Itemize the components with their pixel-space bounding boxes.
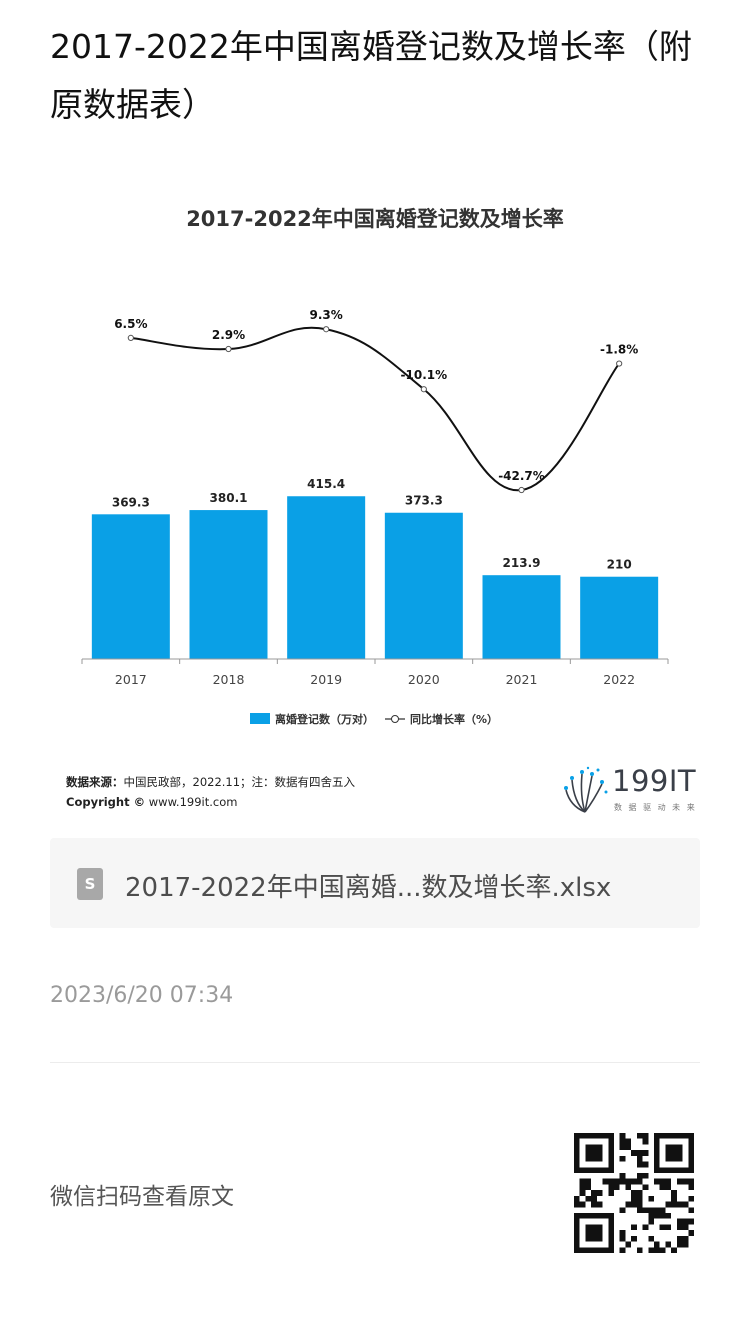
bar-label-2017: 369.3 — [112, 495, 150, 509]
legend-line-marker — [391, 715, 399, 723]
growth-label-2020: -10.1% — [401, 368, 448, 382]
growth-label-2018: 2.9% — [212, 328, 245, 342]
bar-2018 — [189, 510, 268, 659]
divider — [50, 1062, 700, 1063]
qr-code-icon[interactable] — [574, 1133, 694, 1253]
copyright-text: www.199it.com — [145, 795, 238, 809]
legend-bar-swatch — [250, 713, 270, 724]
growth-label-2017: 6.5% — [114, 317, 147, 331]
growth-label-2022: -1.8% — [600, 343, 638, 357]
x-tick-label-2017: 2017 — [115, 672, 147, 687]
x-tick-label-2022: 2022 — [603, 672, 635, 687]
copyright-label: Copyright © — [66, 795, 146, 809]
copyright-note: Copyright © www.199it.com — [66, 795, 237, 809]
source-text: 中国民政部，2022.11；注：数据有四舍五入 — [123, 775, 356, 789]
legend-line-label: 同比增长率（%） — [410, 712, 498, 726]
growth-point-2021 — [518, 486, 525, 494]
bar-label-2020: 373.3 — [405, 494, 443, 508]
bar-label-2022: 210 — [607, 558, 632, 572]
growth-point-2019 — [323, 326, 330, 333]
attachment-card[interactable]: S 2017-2022年中国离婚...数及增长率.xlsx — [50, 838, 700, 928]
brand-tagline: 数 据 驱 动 未 来 — [614, 803, 697, 812]
spreadsheet-file-icon: S — [77, 868, 103, 900]
attachment-file-name[interactable]: 2017-2022年中国离婚...数及增长率.xlsx — [125, 873, 612, 903]
growth-label-2021: -42.7% — [498, 469, 545, 483]
publish-date: 2023/6/20 07:34 — [50, 983, 234, 1008]
source-note: 数据来源：中国民政部，2022.11；注：数据有四舍五入 — [66, 774, 355, 790]
growth-point-2020 — [420, 386, 427, 393]
source-label: 数据来源： — [66, 775, 124, 789]
x-tick-label-2019: 2019 — [310, 672, 342, 687]
bar-label-2021: 213.9 — [503, 556, 541, 570]
brand-logo: 199IT 数 据 驱 动 未 来 — [560, 764, 700, 814]
growth-point-2017 — [127, 334, 134, 342]
growth-point-2018 — [225, 345, 232, 353]
x-tick-label-2021: 2021 — [506, 672, 538, 687]
x-tick-label-2020: 2020 — [408, 672, 440, 687]
dandelion-logo-icon — [564, 766, 608, 813]
legend-bar-label: 离婚登记数（万对） — [275, 712, 374, 726]
chart-svg: 2017-2022年中国离婚登记数及增长率 369.3 380.1 415.4 373.… — [81, 207, 669, 726]
bar-label-2019: 415.4 — [307, 477, 345, 491]
bar-2022 — [580, 576, 659, 659]
bar-2017 — [91, 514, 170, 659]
chart-card: 2017-2022年中国离婚登记数及增长率 369.3 380.1 415.4 373.… — [0, 150, 750, 830]
growth-rate-line — [130, 326, 620, 492]
x-tick-label-2018: 2018 — [213, 672, 245, 687]
bar-2019 — [287, 496, 366, 659]
wechat-scan-text: 微信扫码查看原文 — [50, 1184, 234, 1210]
growth-point-2022 — [616, 360, 623, 367]
article-title: 2017-2022年中国离婚登记数及增长率（附原数据表） — [50, 27, 692, 124]
growth-label-2019: 9.3% — [310, 308, 343, 322]
chart-title: 2017-2022年中国离婚登记数及增长率 — [186, 207, 564, 231]
bar-label-2018: 380.1 — [210, 491, 248, 505]
bar-2021 — [482, 575, 561, 659]
brand-name: 199IT — [612, 764, 697, 798]
bar-2020 — [384, 512, 463, 659]
